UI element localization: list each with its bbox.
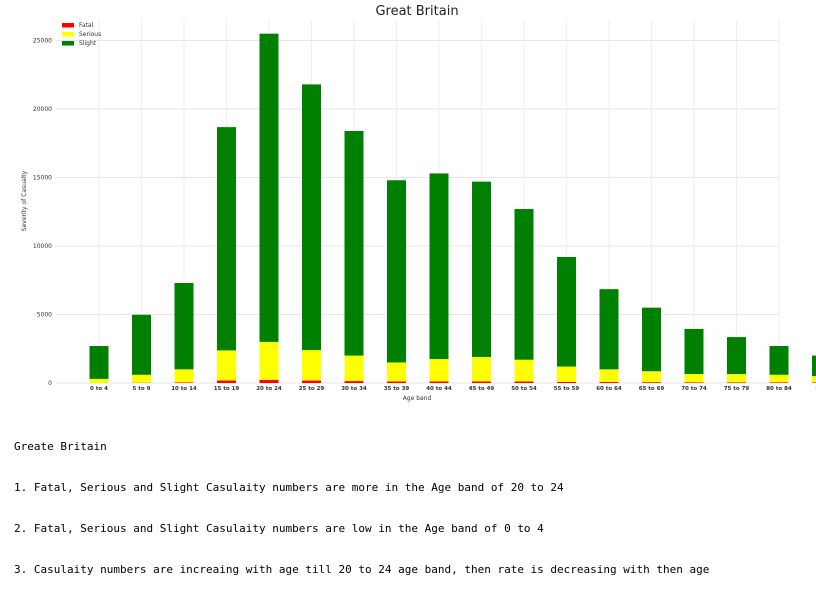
bar-fatal xyxy=(515,381,534,383)
chart-title: Great Britain xyxy=(375,4,458,19)
legend-swatch xyxy=(62,41,74,46)
x-tick-label: 15 to 19 xyxy=(214,386,240,392)
bar-fatal xyxy=(302,381,321,383)
legend-label: Fatal xyxy=(79,22,94,29)
x-tick-label: 35 to 39 xyxy=(384,386,410,392)
bar-fatal xyxy=(600,382,619,383)
bar-slight xyxy=(217,127,236,350)
bar-fatal xyxy=(430,381,449,383)
x-tick-label: 80 to 84 xyxy=(766,386,792,392)
bar-fatal xyxy=(260,380,279,383)
bar-fatal xyxy=(557,382,576,383)
bar-slight xyxy=(557,257,576,367)
bar-fatal xyxy=(727,382,746,383)
bar-slight xyxy=(515,209,534,360)
x-tick-label: 65 to 69 xyxy=(639,386,665,392)
bar-slight xyxy=(430,173,449,359)
bar-slight xyxy=(770,346,789,375)
bar-serious xyxy=(812,376,816,382)
bar-fatal xyxy=(345,381,364,383)
bar-fatal xyxy=(472,381,491,383)
bar-slight xyxy=(260,34,279,342)
bar-serious xyxy=(132,375,151,383)
bar-slight xyxy=(727,337,746,374)
y-tick-label: 5000 xyxy=(37,312,52,319)
bar-fatal xyxy=(217,381,236,383)
y-tick-label: 25000 xyxy=(33,38,52,45)
bar-serious xyxy=(430,359,449,381)
bar-slight xyxy=(345,131,364,356)
y-axis-label: Severity of Casualty xyxy=(21,170,28,231)
x-tick-label: 60 to 64 xyxy=(596,386,622,392)
y-tick-label: 15000 xyxy=(33,175,52,182)
bar-serious xyxy=(515,360,534,382)
bar-serious xyxy=(727,374,746,382)
bar-slight xyxy=(600,289,619,369)
notes-line: 1. Fatal, Serious and Slight Casulaity n… xyxy=(14,481,709,495)
legend-label: Serious xyxy=(79,31,101,38)
bar-slight xyxy=(175,283,194,369)
stacked-bar-chart: 0 to 4 5 to 9 10 to 14 15 to 19 20 to 24 25 t… xyxy=(0,0,816,405)
x-tick-label: 0 to 4 xyxy=(90,386,108,392)
x-tick-label: 25 to 29 xyxy=(299,386,325,392)
bar-slight xyxy=(812,356,816,377)
y-tick-label: 10000 xyxy=(33,243,52,250)
bar-fatal xyxy=(642,382,661,383)
x-tick-label: 30 to 34 xyxy=(341,386,367,392)
x-axis-label: Age band xyxy=(403,395,432,402)
bar-serious xyxy=(302,350,321,380)
notes-line: 3. Casulaity numbers are increaing with … xyxy=(14,563,709,577)
bar-slight xyxy=(132,315,151,375)
bar-fatal xyxy=(812,382,816,383)
bar-serious xyxy=(260,342,279,380)
y-tick-label: 20000 xyxy=(33,106,52,113)
x-tick-labels: 0 to 4 5 to 9 10 to 14 15 to 19 20 to 24 25 t… xyxy=(90,386,816,392)
bar-fatal xyxy=(175,382,194,383)
bar-serious xyxy=(175,369,194,382)
legend-label: Slight xyxy=(79,40,97,47)
plot-area xyxy=(56,20,778,383)
bar-slight xyxy=(302,84,321,350)
bar-slight xyxy=(387,180,406,362)
legend-swatch xyxy=(62,32,74,37)
y-tick-labels: 0 5000 10000 15000 20000 25000 xyxy=(33,38,52,387)
x-tick-label: 5 to 9 xyxy=(133,386,151,392)
bar-fatal xyxy=(387,381,406,383)
bar-slight xyxy=(642,308,661,372)
bar-slight xyxy=(685,329,704,374)
notes-line: Greate Britain xyxy=(14,440,709,454)
x-tick-label: 55 to 59 xyxy=(554,386,580,392)
bar-serious xyxy=(472,357,491,382)
bar-serious xyxy=(387,362,406,381)
bar-serious xyxy=(345,356,364,381)
x-tick-label: 75 to 79 xyxy=(724,386,750,392)
legend-swatch xyxy=(62,23,74,28)
bar-fatal xyxy=(685,382,704,383)
bar-fatal xyxy=(770,382,789,383)
bar-serious xyxy=(642,371,661,382)
bar-slight xyxy=(90,346,109,379)
bar-slight xyxy=(472,182,491,357)
bar-serious xyxy=(600,369,619,382)
bar-serious xyxy=(90,379,109,383)
x-tick-label: 20 to 24 xyxy=(256,386,282,392)
bar-serious xyxy=(217,350,236,380)
y-tick-label: 0 xyxy=(48,380,52,387)
x-tick-label: 40 to 44 xyxy=(426,386,452,392)
bar-serious xyxy=(685,374,704,382)
bar-serious xyxy=(770,375,789,383)
x-tick-label: 45 to 49 xyxy=(469,386,495,392)
x-tick-label: 70 to 74 xyxy=(681,386,707,392)
bar-serious xyxy=(557,367,576,382)
notes-line: 2. Fatal, Serious and Slight Casulaity n… xyxy=(14,522,709,536)
notes: Greate Britain 1. Fatal, Serious and Sli… xyxy=(14,413,709,590)
x-tick-label: 50 to 54 xyxy=(511,386,537,392)
x-tick-label: 10 to 14 xyxy=(171,386,197,392)
